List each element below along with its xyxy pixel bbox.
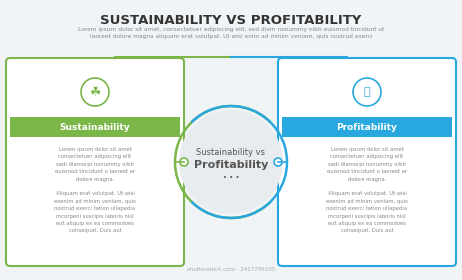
Text: Sustainability: Sustainability (60, 123, 130, 132)
Text: Sustainability vs: Sustainability vs (196, 148, 266, 157)
Circle shape (179, 110, 283, 214)
Text: • • •: • • • (223, 175, 239, 181)
FancyBboxPatch shape (6, 58, 184, 266)
Circle shape (180, 158, 188, 166)
Text: Lorem ipsum dolor sit amet
consectetuer adipiscing elit
sedi diamorpi nonummy ni: Lorem ipsum dolor sit amet consectetuer … (326, 147, 408, 234)
Circle shape (274, 158, 282, 166)
Text: ☘: ☘ (89, 85, 101, 99)
Text: SUSTAINABILITY VS PROFITABILITY: SUSTAINABILITY VS PROFITABILITY (100, 14, 362, 27)
Text: Lorem ipsum dolor sit amet
consectetuer adipiscing elit
sedi diamorpi nonummy ni: Lorem ipsum dolor sit amet consectetuer … (54, 147, 136, 234)
Text: 💰: 💰 (364, 87, 371, 97)
FancyBboxPatch shape (282, 117, 452, 137)
Text: shutterstock.com · 2417796105: shutterstock.com · 2417796105 (187, 267, 275, 272)
FancyBboxPatch shape (278, 58, 456, 266)
FancyBboxPatch shape (10, 117, 180, 137)
Text: Profitability: Profitability (194, 160, 268, 170)
Text: Lorem ipsum dolor sit amet, consectetuer adipiscing elit, sed diam nonummy nibh : Lorem ipsum dolor sit amet, consectetuer… (78, 27, 384, 39)
Text: Profitability: Profitability (336, 123, 397, 132)
